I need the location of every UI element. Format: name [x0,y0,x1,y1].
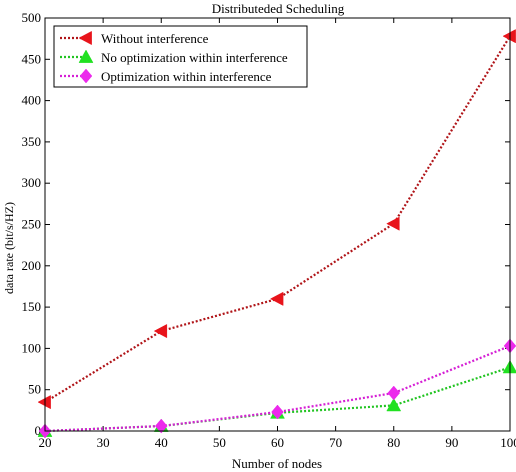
y-tick-label: 0 [35,423,42,438]
y-tick-label: 150 [22,299,42,314]
data-point [154,418,168,434]
x-tick-label: 70 [329,435,342,450]
legend-entry-2: No optimization within interference [60,49,288,65]
x-tick-label: 60 [271,435,284,450]
series-2 [37,359,516,437]
x-tick-label: 100 [500,435,516,450]
legend: Without interference No optimization with… [53,25,308,88]
legend-marker [78,30,92,46]
series-3 [38,338,516,439]
x-axis-label: Number of nodes [232,456,322,471]
data-point [502,29,516,44]
data-point [269,291,284,306]
x-tick-label: 50 [213,435,226,450]
legend-entry-1: Without interference [60,30,209,46]
y-tick-label: 500 [22,10,42,25]
legend-label: Optimization within interference [101,69,272,84]
chart-title: Distributeded Scheduling [212,1,345,16]
y-tick-label: 200 [22,258,42,273]
plot-area-frame [44,17,511,432]
legend-marker [78,49,94,63]
legend-entry-3: Optimization within interference [60,68,272,84]
series-line [44,366,511,433]
y-tick-label: 400 [22,93,42,108]
series-group [37,29,516,439]
data-point [386,397,402,412]
y-tick-label: 300 [22,175,42,190]
legend-label: Without interference [101,31,209,46]
x-tick-label: 20 [39,435,52,450]
y-tick-label: 100 [22,340,42,355]
y-tick-label: 50 [28,382,41,397]
data-point [386,216,400,231]
legend-box [53,25,308,88]
y-axis-label: data rate (bit/s/HZ) [2,202,16,294]
y-tick-label: 350 [22,134,42,149]
data-point [271,404,284,420]
series-line [44,35,511,404]
x-tick-label: 80 [387,435,400,450]
data-point [37,395,51,410]
legend-label: No optimization within interference [101,50,288,65]
axis-ticks: 20 30 40 50 60 70 80 90 100 0 50 100 150 200 250 300 350… [22,10,516,450]
y-tick-label: 250 [22,217,42,232]
data-point [153,323,168,339]
legend-marker [79,68,93,84]
y-tick-label: 450 [22,51,42,66]
data-point [387,385,401,401]
x-tick-label: 40 [155,435,168,450]
x-tick-label: 30 [97,435,110,450]
series-1 [37,29,516,410]
x-tick-label: 90 [445,435,458,450]
